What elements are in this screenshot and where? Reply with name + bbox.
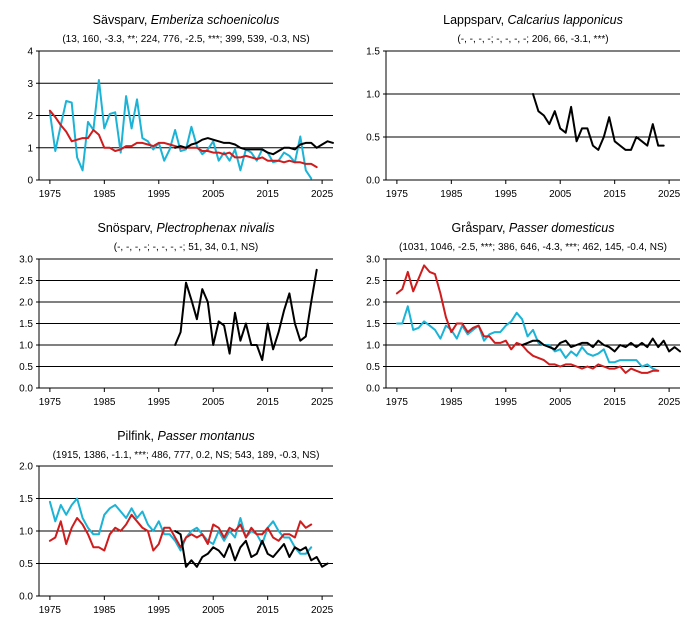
y-tick-label: 1.5 xyxy=(366,47,380,58)
x-tick-label: 2025 xyxy=(311,189,334,200)
x-tick-label: 1995 xyxy=(148,189,171,200)
x-tick-label: 1995 xyxy=(148,397,171,408)
x-tick-label: 2005 xyxy=(549,397,572,408)
title-separator: , xyxy=(144,13,151,27)
y-tick-label: 2.5 xyxy=(19,276,33,287)
x-tick-label: 1975 xyxy=(39,189,62,200)
x-tick-label: 2005 xyxy=(549,189,572,200)
y-tick-label: 3.0 xyxy=(19,255,33,266)
chart-panel-1: Sävsparv, Emberiza schoenicolus (13, 160,… xyxy=(27,13,334,200)
x-tick-label: 1975 xyxy=(39,397,62,408)
y-tick-label: 2.0 xyxy=(19,462,33,473)
x-tick-label: 1985 xyxy=(440,397,463,408)
chart-panel-2: Lappsparv, Calcarius lapponicus (-, -, -,… xyxy=(366,13,681,200)
y-tick-label: 2 xyxy=(27,111,33,122)
species-common-name: Lappsparv xyxy=(443,13,502,27)
x-tick-label: 1985 xyxy=(93,397,116,408)
chart-statistics: (1031, 1046, -2.5, ***; 386, 646, -4.3, … xyxy=(399,242,667,253)
y-tick-label: 0.0 xyxy=(19,384,33,395)
chart-title: Gråsparv, Passer domesticus xyxy=(451,221,614,235)
series-line-black xyxy=(174,268,318,362)
y-tick-label: 2.0 xyxy=(19,298,33,309)
y-tick-label: 0.5 xyxy=(366,362,380,373)
series-line-black xyxy=(174,137,334,156)
species-latin-name: Passer montanus xyxy=(158,429,255,443)
series-line-red xyxy=(395,264,660,374)
x-tick-label: 1975 xyxy=(39,605,62,616)
x-tick-label: 2005 xyxy=(202,397,225,408)
x-tick-label: 1985 xyxy=(93,189,116,200)
y-tick-label: 1.0 xyxy=(366,341,380,352)
title-separator: , xyxy=(502,221,509,235)
x-tick-label: 2025 xyxy=(311,397,334,408)
y-tick-label: 1.5 xyxy=(19,319,33,330)
species-latin-name: Calcarius lapponicus xyxy=(508,13,623,27)
chart-statistics: (-, -, -, -; -, -, -, -; 206, 66, -3.1, … xyxy=(457,34,608,45)
x-tick-label: 1995 xyxy=(148,605,171,616)
series-line-black xyxy=(521,337,681,353)
chart-title: Lappsparv, Calcarius lapponicus xyxy=(443,13,623,27)
chart-title: Sävsparv, Emberiza schoenicolus xyxy=(93,13,280,27)
y-tick-label: 0.5 xyxy=(366,133,380,144)
y-tick-label: 1.0 xyxy=(19,341,33,352)
chart-statistics: (13, 160, -3.3, **; 224, 776, -2.5, ***;… xyxy=(62,34,309,45)
x-tick-label: 1995 xyxy=(495,397,518,408)
species-common-name: Gråsparv xyxy=(451,221,503,235)
y-tick-label: 2.0 xyxy=(366,298,380,309)
y-tick-label: 0.0 xyxy=(366,384,380,395)
x-tick-label: 1995 xyxy=(495,189,518,200)
species-latin-name: Emberiza schoenicolus xyxy=(151,13,280,27)
y-tick-label: 0.5 xyxy=(19,559,33,570)
chart-panel-5: Pilfink, Passer montanus (1915, 1386, -1.… xyxy=(19,429,334,616)
species-latin-name: Passer domesticus xyxy=(509,221,615,235)
y-tick-label: 0.0 xyxy=(366,176,380,187)
y-tick-label: 1.5 xyxy=(366,319,380,330)
x-tick-label: 2015 xyxy=(257,397,280,408)
series-line-cyan xyxy=(48,79,313,180)
title-separator: , xyxy=(151,429,158,443)
y-tick-label: 4 xyxy=(27,47,33,58)
species-common-name: Pilfink xyxy=(117,429,151,443)
x-tick-label: 2015 xyxy=(257,605,280,616)
species-common-name: Snösparv xyxy=(98,221,152,235)
x-tick-label: 2025 xyxy=(658,189,681,200)
series-line-red xyxy=(48,513,313,552)
x-tick-label: 1975 xyxy=(386,397,409,408)
y-tick-label: 0.0 xyxy=(19,592,33,603)
title-separator: , xyxy=(149,221,156,235)
series-line-cyan xyxy=(395,305,660,372)
title-separator: , xyxy=(501,13,508,27)
x-tick-label: 2005 xyxy=(202,189,225,200)
chart-title: Pilfink, Passer montanus xyxy=(117,429,255,443)
x-tick-label: 2025 xyxy=(311,605,334,616)
y-tick-label: 0.5 xyxy=(19,362,33,373)
series-line-red xyxy=(48,109,318,169)
x-tick-label: 2015 xyxy=(604,397,627,408)
y-tick-label: 3.0 xyxy=(366,255,380,266)
chart-statistics: (-, -, -, -; -, -, -, -; 51, 34, 0.1, NS… xyxy=(114,242,258,253)
x-tick-label: 2025 xyxy=(658,397,681,408)
y-tick-label: 1.5 xyxy=(19,494,33,505)
chart-panel-4: Gråsparv, Passer domesticus (1031, 1046, … xyxy=(366,221,681,408)
x-tick-label: 2015 xyxy=(257,189,280,200)
y-tick-label: 1 xyxy=(27,143,33,154)
y-tick-label: 3 xyxy=(27,79,33,90)
chart-title: Snösparv, Plectrophenax nivalis xyxy=(98,221,275,235)
y-tick-label: 0 xyxy=(27,176,33,187)
series-line-black xyxy=(532,93,665,151)
y-tick-label: 1.0 xyxy=(366,90,380,101)
chart-panel-3: Snösparv, Plectrophenax nivalis (-, -, -,… xyxy=(19,221,334,408)
chart-statistics: (1915, 1386, -1.1, ***; 486, 777, 0.2, N… xyxy=(53,450,320,461)
x-tick-label: 1975 xyxy=(386,189,409,200)
x-tick-label: 1985 xyxy=(93,605,116,616)
y-tick-label: 2.5 xyxy=(366,276,380,287)
y-tick-label: 1.0 xyxy=(19,527,33,538)
x-tick-label: 2015 xyxy=(604,189,627,200)
species-common-name: Sävsparv xyxy=(93,13,146,27)
x-tick-label: 1985 xyxy=(440,189,463,200)
series-line-black xyxy=(174,530,329,568)
species-latin-name: Plectrophenax nivalis xyxy=(156,221,274,235)
x-tick-label: 2005 xyxy=(202,605,225,616)
